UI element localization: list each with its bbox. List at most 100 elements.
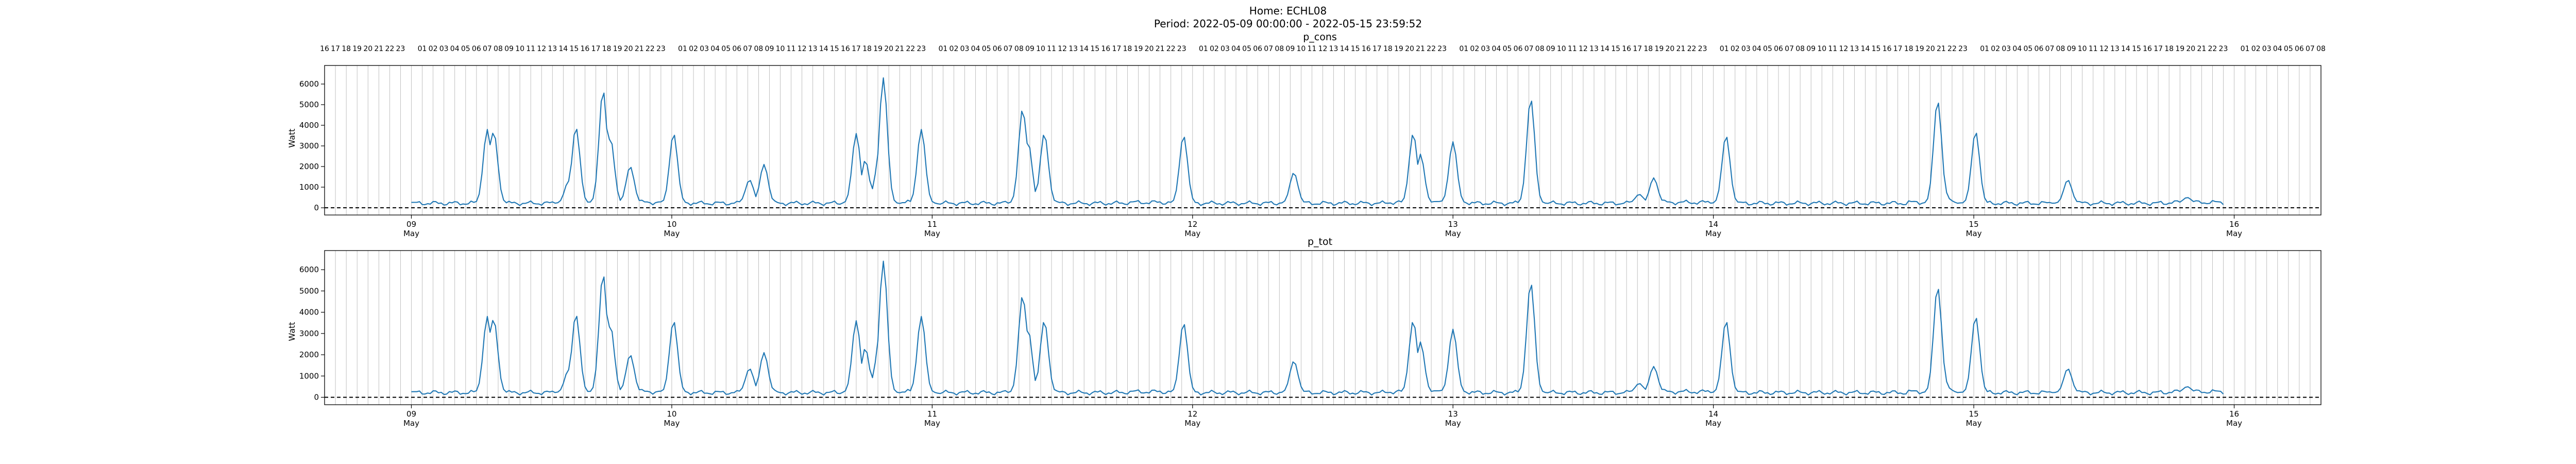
y-tick-label: 2000 [299, 350, 319, 359]
hour-tick-label: 07 [1264, 45, 1273, 53]
hour-tick-label: 01 [678, 45, 687, 53]
hour-tick-label: 09 [504, 45, 514, 53]
figure-title-period: Period: 2022-05-09 00:00:00 - 2022-05-15… [1154, 18, 1422, 30]
hour-tick-label: 18 [1383, 45, 1393, 53]
hour-tick-label: 22 [1166, 45, 1176, 53]
x-tick-label-day: 09 [406, 409, 416, 419]
hour-tick-label: 20 [2186, 45, 2195, 53]
hour-tick-label: 19 [613, 45, 622, 53]
x-tick-label-month: May [2226, 419, 2242, 428]
hour-tick-label: 01 [1980, 45, 1989, 53]
x-tick-label-day: 15 [1969, 220, 1979, 229]
x-tick-label-month: May [403, 229, 419, 238]
hour-tick-label: 17 [1372, 45, 1382, 53]
x-tick-label-day: 10 [667, 220, 676, 229]
hour-tick-label: 20 [363, 45, 372, 53]
hour-tick-label: 16 [581, 45, 590, 53]
hour-tick-label: 05 [1503, 45, 1512, 53]
hour-tick-label: 18 [342, 45, 351, 53]
hour-tick-label: 13 [1850, 45, 1859, 53]
hour-tick-label: 02 [689, 45, 698, 53]
hour-tick-label: 04 [2012, 45, 2022, 53]
hour-tick-label: 02 [429, 45, 438, 53]
x-tick-label-day: 11 [927, 220, 937, 229]
hour-tick-label: 16 [1622, 45, 1631, 53]
y-tick-label: 4000 [299, 308, 319, 317]
hour-tick-label: 22 [906, 45, 915, 53]
panel-title: p_tot [1308, 236, 1332, 247]
y-ticks: 0 1000 2000 3000 4000 5000 6000 [299, 79, 325, 212]
hour-tick-label: 06 [472, 45, 481, 53]
hour-tick-label: 14 [1079, 45, 1089, 53]
hour-tick-label: 15 [1351, 45, 1360, 53]
hour-tick-label: 17 [2154, 45, 2163, 53]
hour-tick-label: 09 [1025, 45, 1035, 53]
hour-tick-label: 21 [1937, 45, 1946, 53]
x-tick-label-month: May [2226, 229, 2242, 238]
hour-tick-label: 08 [494, 45, 503, 53]
hour-tick-label: 23 [1958, 45, 1968, 53]
hour-tick-label: 22 [385, 45, 394, 53]
hour-tick-label: 15 [1611, 45, 1620, 53]
hour-tick-label: 06 [2295, 45, 2304, 53]
hour-tick-label: 14 [1600, 45, 1609, 53]
hour-tick-label: 12 [1839, 45, 1848, 53]
hour-tick-label: 22 [646, 45, 655, 53]
hour-tick-label: 02 [2251, 45, 2261, 53]
hour-tick-label: 06 [993, 45, 1002, 53]
hour-tick-label: 04 [1752, 45, 1761, 53]
x-tick-label-month: May [1445, 419, 1461, 428]
hour-tick-label: 16 [1883, 45, 1892, 53]
x-tick-label-day: 14 [1708, 220, 1718, 229]
hour-tick-label: 19 [1394, 45, 1403, 53]
hour-tick-label: 10 [1296, 45, 1306, 53]
hour-tick-label: 10 [1036, 45, 1045, 53]
panel-title: p_cons [1303, 31, 1337, 43]
hour-tick-label: 19 [1654, 45, 1664, 53]
hour-tick-label: 23 [1698, 45, 1707, 53]
hour-tick-label: 21 [895, 45, 904, 53]
hour-tick-label: 03 [700, 45, 709, 53]
hour-tick-label: 23 [1437, 45, 1447, 53]
hour-tick-label: 08 [1795, 45, 1805, 53]
hour-tick-label: 05 [1242, 45, 1251, 53]
hour-tick-label: 22 [2208, 45, 2217, 53]
hour-tick-label: 04 [971, 45, 980, 53]
y-axis-label: Watt [287, 128, 297, 147]
hour-tick-label: 13 [2110, 45, 2120, 53]
hour-gridlines [324, 251, 2321, 405]
hour-tick-label: 17 [1893, 45, 1903, 53]
hour-gridlines [324, 65, 2321, 215]
axes-frame [324, 65, 2321, 216]
series-line [411, 260, 2224, 396]
hour-tick-label: 03 [439, 45, 449, 53]
hour-tick-label: 04 [1492, 45, 1501, 53]
hour-tick-label: 02 [1731, 45, 1740, 53]
hour-tick-label: 10 [1817, 45, 1826, 53]
hour-tick-label: 09 [765, 45, 774, 53]
x-tick-label-month: May [1445, 229, 1461, 238]
hour-tick-label: 10 [776, 45, 785, 53]
hour-tick-label: 05 [721, 45, 731, 53]
hour-tick-label: 11 [526, 45, 535, 53]
hour-tick-label: 21 [635, 45, 644, 53]
hour-tick-label: 12 [1579, 45, 1588, 53]
hour-tick-label: 11 [787, 45, 796, 53]
hour-tick-label: 22 [1687, 45, 1697, 53]
hour-tick-label: 06 [1514, 45, 1523, 53]
x-tick-label-day: 16 [2229, 409, 2239, 419]
hour-tick-label: 16 [1362, 45, 1371, 53]
hour-tick-label: 15 [569, 45, 579, 53]
x-tick-label-day: 14 [1708, 409, 1718, 419]
y-tick-label: 5000 [299, 100, 319, 109]
hour-tick-label: 23 [917, 45, 926, 53]
hour-tick-label: 12 [1318, 45, 1328, 53]
x-tick-label-month: May [664, 229, 680, 238]
y-tick-label: 3000 [299, 141, 319, 151]
hour-tick-label: 17 [852, 45, 861, 53]
hour-tick-label: 01 [1459, 45, 1468, 53]
hour-tick-label: 03 [960, 45, 970, 53]
y-tick-label: 6000 [299, 265, 319, 274]
hour-tick-label: 14 [558, 45, 568, 53]
